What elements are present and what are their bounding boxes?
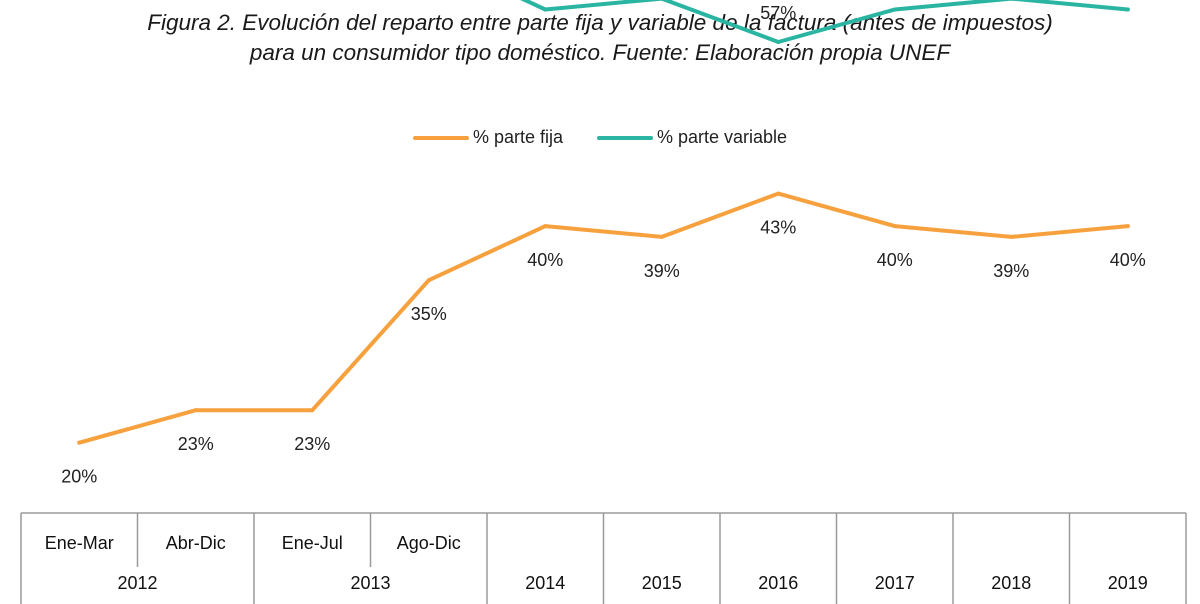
data-label-fija-6: 43% [760, 218, 796, 238]
chart-title-line-2: para un consumidor tipo doméstico. Fuent… [249, 40, 951, 65]
x-axis-group-label-0: 2012 [117, 573, 157, 593]
series-line-fija [77, 191, 1130, 445]
data-point-variable-8 [1009, 0, 1013, 1]
data-point-variable-9 [1125, 7, 1130, 12]
data-point-fija-0 [77, 440, 82, 445]
data-label-fija-9: 40% [1110, 250, 1146, 270]
data-point-variable-6 [776, 39, 781, 44]
chart-title: Figura 2. Evolución del reparto entre pa… [0, 8, 1200, 68]
data-label-fija-5: 39% [644, 261, 680, 281]
x-axis-group-label-1: 2013 [350, 573, 390, 593]
legend-item-variable: % parte variable [596, 127, 788, 148]
x-axis-group-label-3: 2015 [642, 573, 682, 593]
legend-swatch-fija [412, 135, 469, 140]
data-point-fija-2 [310, 408, 315, 413]
x-axis-group-label-4: 2016 [758, 573, 798, 593]
data-point-fija-7 [892, 224, 897, 229]
data-label-fija-0: 20% [61, 467, 97, 487]
legend-swatch-variable [596, 135, 653, 140]
data-point-fija-9 [1125, 224, 1130, 229]
legend-item-fija: % parte fija [412, 127, 563, 148]
data-point-fija-1 [193, 408, 198, 413]
legend-label-variable: % parte variable [656, 127, 788, 147]
data-point-fija-3 [426, 278, 431, 283]
data-point-fija-6 [776, 191, 781, 196]
x-axis-sub-label-3: Ago-Dic [397, 533, 461, 553]
data-point-fija-8 [1009, 234, 1014, 239]
series-line-variable [520, 0, 1130, 44]
chart-legend: % parte fija % parte variable [0, 127, 1200, 148]
data-point-variable-7 [892, 7, 897, 12]
legend-label-fija: % parte fija [472, 127, 563, 147]
data-point-variable-4 [543, 7, 548, 12]
data-label-fija-3: 35% [411, 304, 447, 324]
data-label-variable-6: 57% [760, 3, 796, 23]
chart-title-line-1: Figura 2. Evolución del reparto entre pa… [147, 10, 1053, 35]
data-label-fija-2: 23% [294, 434, 330, 454]
data-point-variable-5 [660, 0, 664, 1]
x-axis-sub-label-1: Abr-Dic [166, 533, 226, 553]
x-axis-group-label-2: 2014 [525, 573, 565, 593]
x-axis-sub-label-0: Ene-Mar [45, 533, 114, 553]
data-label-fija-1: 23% [178, 434, 214, 454]
data-point-fija-5 [659, 234, 664, 239]
data-point-fija-4 [543, 224, 548, 229]
x-axis-group-label-6: 2018 [991, 573, 1031, 593]
x-axis-group-label-5: 2017 [875, 573, 915, 593]
data-label-fija-4: 40% [527, 250, 563, 270]
data-label-fija-7: 40% [877, 250, 913, 270]
x-axis-sub-label-2: Ene-Jul [282, 533, 343, 553]
data-label-fija-8: 39% [993, 261, 1029, 281]
x-axis-group-label-7: 2019 [1108, 573, 1148, 593]
